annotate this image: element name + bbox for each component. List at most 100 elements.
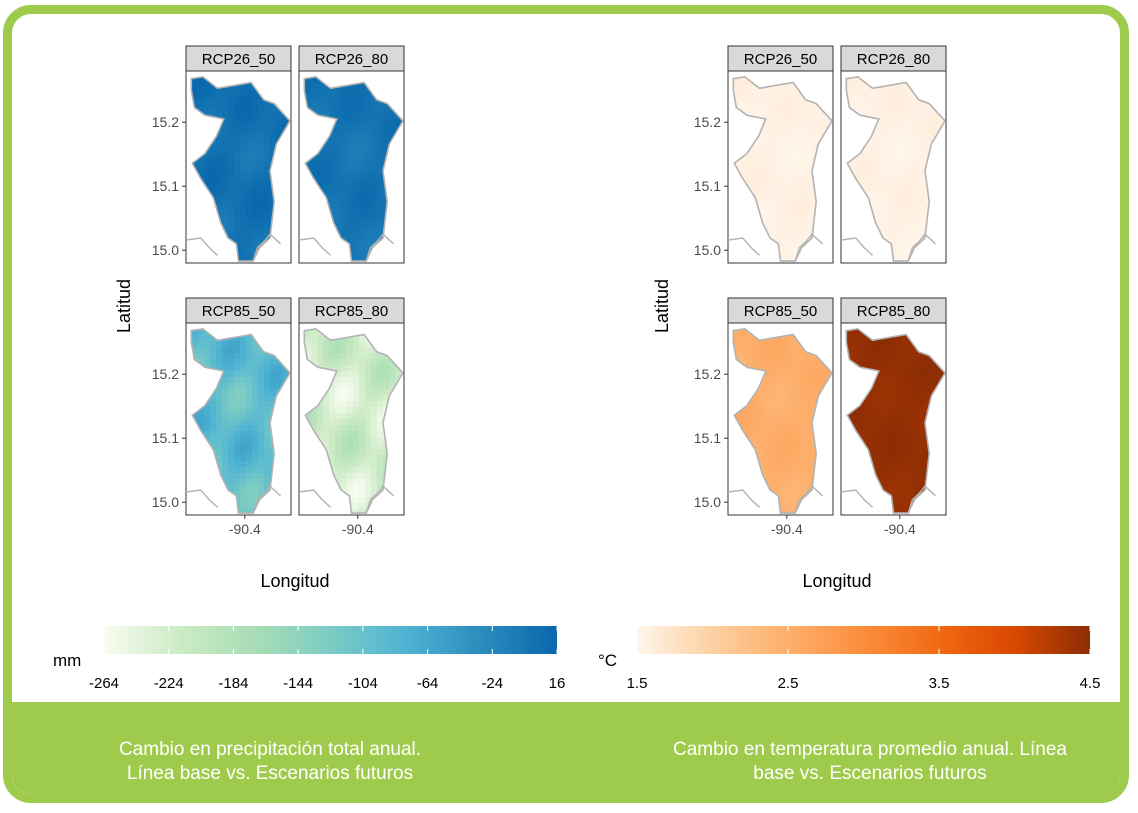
raster-cell bbox=[234, 125, 241, 132]
raster-cell bbox=[383, 101, 390, 108]
raster-cell bbox=[323, 443, 330, 450]
raster-cell bbox=[800, 167, 807, 174]
raster-cell bbox=[901, 95, 908, 102]
raster-cell bbox=[240, 137, 247, 144]
raster-cell bbox=[913, 185, 920, 192]
raster-cell bbox=[907, 443, 914, 450]
raster-cell bbox=[359, 353, 366, 360]
raster-cell bbox=[901, 149, 908, 156]
raster-cell bbox=[925, 383, 932, 390]
raster-cell bbox=[740, 83, 747, 90]
raster-cell bbox=[323, 107, 330, 114]
raster-cell bbox=[210, 161, 217, 168]
raster-cell bbox=[222, 209, 229, 216]
raster-cell bbox=[901, 341, 908, 348]
raster-cell bbox=[859, 161, 866, 168]
raster-cell bbox=[359, 497, 366, 504]
raster-cell bbox=[240, 221, 247, 228]
raster-cell bbox=[883, 143, 890, 150]
raster-cell bbox=[806, 167, 813, 174]
raster-cell bbox=[329, 149, 336, 156]
raster-cell bbox=[377, 485, 384, 492]
raster-cell bbox=[240, 413, 247, 420]
raster-cell bbox=[329, 389, 336, 396]
raster-cell bbox=[216, 89, 223, 96]
raster-cell bbox=[341, 473, 348, 480]
raster-cell bbox=[901, 101, 908, 108]
raster-cell bbox=[252, 407, 259, 414]
raster-cell bbox=[859, 419, 866, 426]
raster-cell bbox=[740, 161, 747, 168]
raster-cell bbox=[228, 485, 235, 492]
raster-cell bbox=[847, 329, 854, 336]
raster-cell bbox=[788, 137, 795, 144]
raster-cell bbox=[895, 167, 902, 174]
raster-cell bbox=[222, 191, 229, 198]
caption-band bbox=[12, 702, 1120, 794]
raster-cell bbox=[883, 467, 890, 474]
raster-cell bbox=[365, 437, 372, 444]
raster-cell bbox=[198, 425, 205, 432]
raster-cell bbox=[889, 455, 896, 462]
raster-cell bbox=[764, 215, 771, 222]
raster-cell bbox=[788, 251, 795, 258]
raster-cell bbox=[812, 353, 819, 360]
raster-cell bbox=[925, 137, 932, 144]
raster-cell bbox=[359, 245, 366, 252]
raster-cell bbox=[901, 479, 908, 486]
raster-cell bbox=[329, 137, 336, 144]
raster-cell bbox=[794, 131, 801, 138]
raster-cell bbox=[365, 419, 372, 426]
raster-cell bbox=[776, 425, 783, 432]
raster-cell bbox=[204, 401, 211, 408]
raster-cell bbox=[901, 233, 908, 240]
raster-cell bbox=[228, 143, 235, 150]
raster-cell bbox=[234, 107, 241, 114]
raster-cell bbox=[913, 371, 920, 378]
raster-cell bbox=[764, 389, 771, 396]
raster-cell bbox=[371, 155, 378, 162]
raster-cell bbox=[341, 431, 348, 438]
raster-cell bbox=[776, 101, 783, 108]
raster-cell bbox=[329, 359, 336, 366]
raster-cell bbox=[913, 107, 920, 114]
raster-cell bbox=[889, 425, 896, 432]
raster-cell bbox=[782, 473, 789, 480]
raster-cell bbox=[210, 407, 217, 414]
raster-cell bbox=[353, 185, 360, 192]
raster-cell bbox=[222, 359, 229, 366]
raster-cell bbox=[234, 161, 241, 168]
raster-cell bbox=[734, 101, 741, 108]
raster-cell bbox=[895, 125, 902, 132]
raster-cell bbox=[877, 131, 884, 138]
raster-cell bbox=[788, 365, 795, 372]
raster-cell bbox=[770, 227, 777, 234]
raster-cell bbox=[877, 413, 884, 420]
raster-cell bbox=[794, 449, 801, 456]
raster-cell bbox=[252, 455, 259, 462]
raster-cell bbox=[919, 197, 926, 204]
raster-cell bbox=[222, 101, 229, 108]
raster-cell bbox=[264, 365, 271, 372]
raster-cell bbox=[222, 131, 229, 138]
raster-cell bbox=[377, 173, 384, 180]
raster-cell bbox=[305, 101, 312, 108]
raster-cell bbox=[788, 509, 795, 514]
raster-cell bbox=[240, 497, 247, 504]
raster-cell bbox=[371, 209, 378, 216]
raster-cell bbox=[847, 353, 854, 360]
raster-cell bbox=[901, 443, 908, 450]
raster-cell bbox=[222, 479, 229, 486]
raster-cell bbox=[859, 107, 866, 114]
raster-cell bbox=[788, 347, 795, 354]
raster-cell bbox=[740, 107, 747, 114]
raster-cell bbox=[234, 353, 241, 360]
raster-cell bbox=[782, 419, 789, 426]
raster-cell bbox=[895, 113, 902, 120]
raster-cell bbox=[347, 119, 354, 126]
raster-cell bbox=[764, 143, 771, 150]
raster-cell bbox=[240, 185, 247, 192]
raster-cell bbox=[246, 209, 253, 216]
raster-cell bbox=[776, 413, 783, 420]
raster-cell bbox=[758, 179, 765, 186]
